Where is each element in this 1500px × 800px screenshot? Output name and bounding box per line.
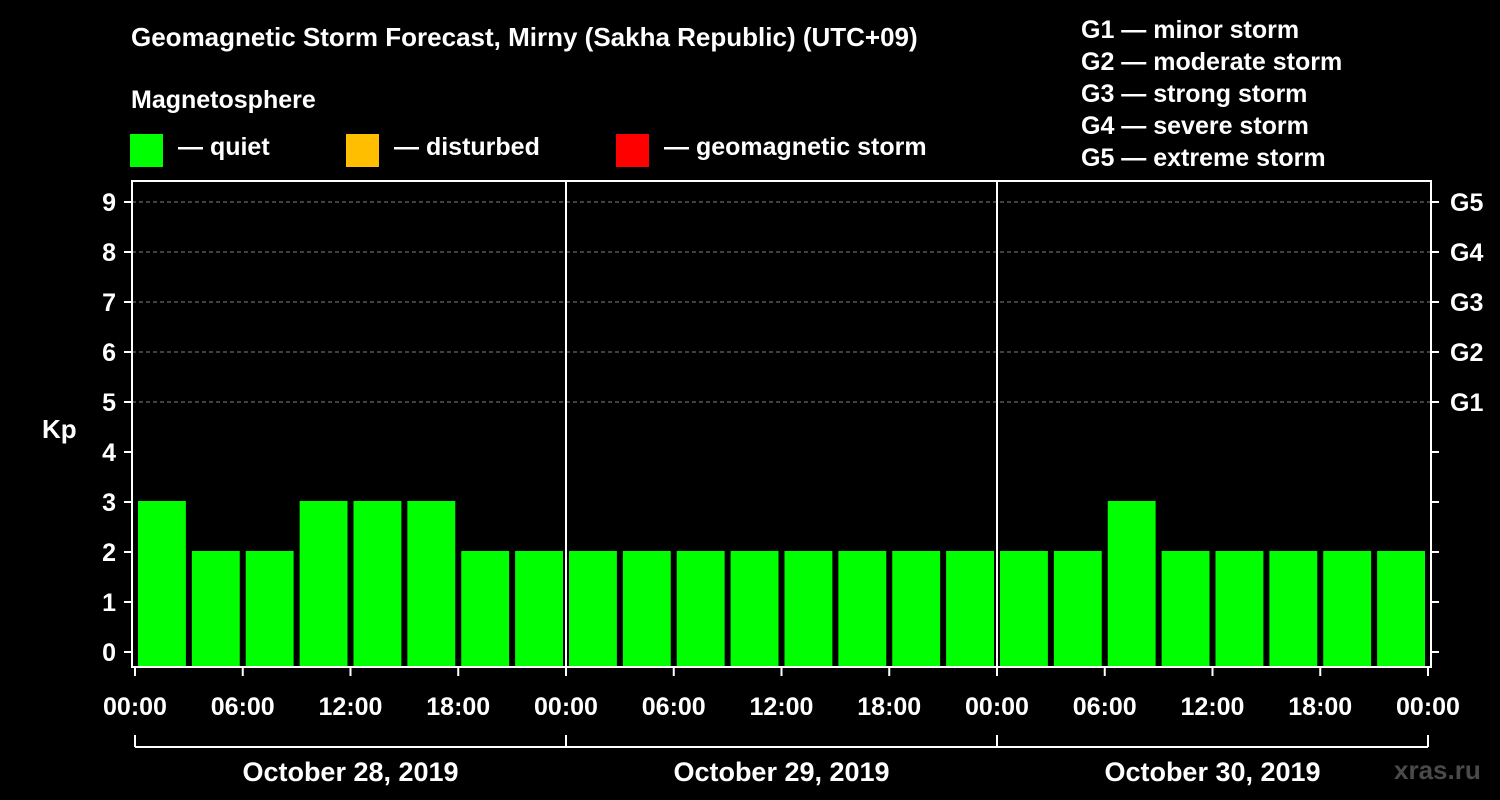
- bar-4: [353, 501, 402, 667]
- chart-title: Geomagnetic Storm Forecast, Mirny (Sakha…: [131, 22, 918, 52]
- bar-5: [407, 501, 456, 667]
- bar-18: [1107, 501, 1156, 667]
- g-legend-g1: G1 — minor storm: [1081, 16, 1300, 44]
- bar-10: [676, 551, 725, 667]
- xtick-label-12: 00:00: [1396, 693, 1460, 721]
- bar-20: [1215, 551, 1264, 667]
- ytick-label-3: 3: [102, 489, 116, 517]
- legend-label-disturbed: — disturbed: [394, 133, 540, 161]
- y-axis-label: Kp: [42, 414, 77, 444]
- xtick-label-4: 00:00: [534, 693, 598, 721]
- ytick-label-9: 9: [102, 189, 116, 217]
- bar-15: [946, 551, 994, 667]
- g-legend-g3: G3 — strong storm: [1081, 80, 1308, 108]
- g-legend-g5: G5 — extreme storm: [1081, 144, 1326, 172]
- day-label-0: October 28, 2019: [242, 757, 458, 787]
- bar-17: [1053, 551, 1102, 667]
- ytick-label-5: 5: [102, 389, 116, 417]
- bar-layer: [138, 501, 1425, 667]
- bar-2: [245, 551, 294, 667]
- bar-9: [622, 551, 671, 667]
- day-label-2: October 30, 2019: [1104, 757, 1320, 787]
- xtick-label-3: 18:00: [426, 693, 490, 721]
- gscale-label-G5: G5: [1450, 189, 1483, 217]
- axis-layer: [124, 180, 1439, 748]
- legend-swatch-quiet: [130, 134, 163, 167]
- legend-label-quiet: — quiet: [178, 133, 270, 161]
- ytick-label-0: 0: [102, 639, 116, 667]
- bar-11: [730, 551, 779, 667]
- ytick-label-6: 6: [102, 339, 116, 367]
- bar-12: [784, 551, 833, 667]
- bar-14: [892, 551, 941, 667]
- bar-21: [1269, 551, 1318, 667]
- legend-title: Magnetosphere: [131, 86, 316, 114]
- xtick-label-10: 12:00: [1181, 693, 1245, 721]
- grid-layer: [132, 201, 1431, 403]
- bar-16: [1000, 551, 1048, 667]
- g-legend-g4: G4 — severe storm: [1081, 112, 1309, 140]
- ytick-label-4: 4: [102, 439, 116, 467]
- legend-swatch-storm: [616, 134, 649, 167]
- bar-3: [299, 501, 348, 667]
- label-layer: 0 1 2 3 4 5 6 7 8 9 G1 G2 G3 G4 G5 Kp 00:00 06:00 12:00 18:…: [42, 189, 1483, 787]
- bar-6: [461, 551, 510, 667]
- xtick-label-1: 06:00: [211, 693, 275, 721]
- bar-13: [838, 551, 887, 667]
- bar-8: [569, 551, 617, 667]
- bar-0: [138, 501, 186, 667]
- xtick-label-8: 00:00: [965, 693, 1029, 721]
- bar-22: [1323, 551, 1372, 667]
- bar-23: [1377, 551, 1425, 667]
- xtick-label-2: 12:00: [319, 693, 383, 721]
- ytick-label-8: 8: [102, 239, 116, 267]
- legend-swatch-disturbed: [346, 134, 379, 167]
- xtick-label-6: 12:00: [750, 693, 814, 721]
- bar-1: [191, 551, 240, 667]
- xtick-label-5: 06:00: [642, 693, 706, 721]
- xtick-label-0: 00:00: [103, 693, 167, 721]
- g-legend-g2: G2 — moderate storm: [1081, 48, 1343, 76]
- xtick-label-9: 06:00: [1073, 693, 1137, 721]
- gscale-label-G4: G4: [1450, 239, 1483, 267]
- gscale-label-G3: G3: [1450, 289, 1483, 317]
- bar-19: [1161, 551, 1210, 667]
- gscale-label-G1: G1: [1450, 389, 1483, 417]
- gscale-label-G2: G2: [1450, 339, 1483, 367]
- ytick-label-7: 7: [102, 289, 116, 317]
- ytick-label-1: 1: [102, 589, 116, 617]
- ytick-label-2: 2: [102, 539, 116, 567]
- watermark: xras.ru: [1394, 755, 1481, 785]
- bar-7: [515, 551, 563, 667]
- legend-label-storm: — geomagnetic storm: [664, 133, 927, 161]
- xtick-label-11: 18:00: [1288, 693, 1352, 721]
- xtick-label-7: 18:00: [857, 693, 921, 721]
- day-label-1: October 29, 2019: [673, 757, 889, 787]
